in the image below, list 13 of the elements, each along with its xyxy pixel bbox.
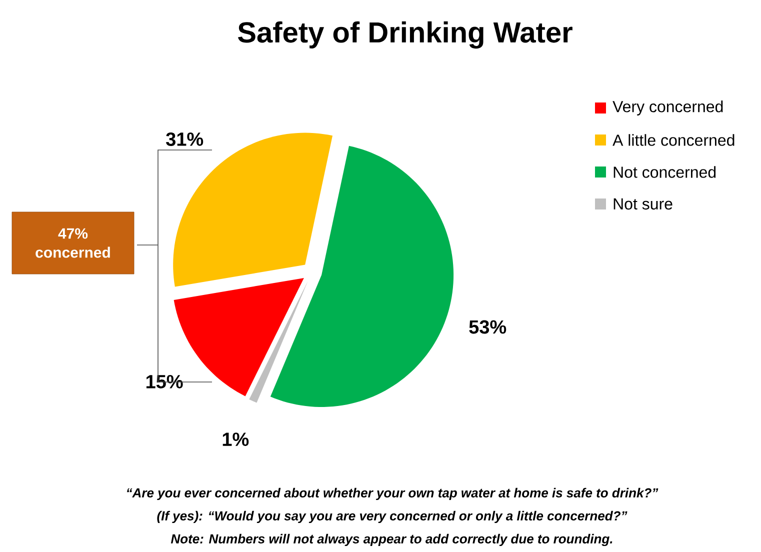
legend-label: Not sure	[614, 198, 672, 210]
data-label: 15%	[146, 374, 183, 388]
chart-title: Safety of Drinking Water	[238, 21, 572, 49]
data-label: 31%	[166, 132, 204, 146]
legend-label: Very concerned	[612, 100, 723, 116]
text: Note: Numbers will not always appear to add correctly due to rounding.	[170, 534, 612, 546]
data-label: 1%	[222, 432, 249, 446]
data-label: 53%	[469, 320, 506, 334]
text: 47% concerned	[36, 228, 110, 258]
legend-label: Not concerned	[614, 166, 716, 178]
legend-label: A little concerned	[612, 134, 734, 146]
text: “Are you ever concerned about whether your own tap water at home is safe to drink?”	[127, 488, 658, 500]
text: (If yes): “Would you say you are very concerned or only a little concerned?”	[157, 510, 628, 524]
